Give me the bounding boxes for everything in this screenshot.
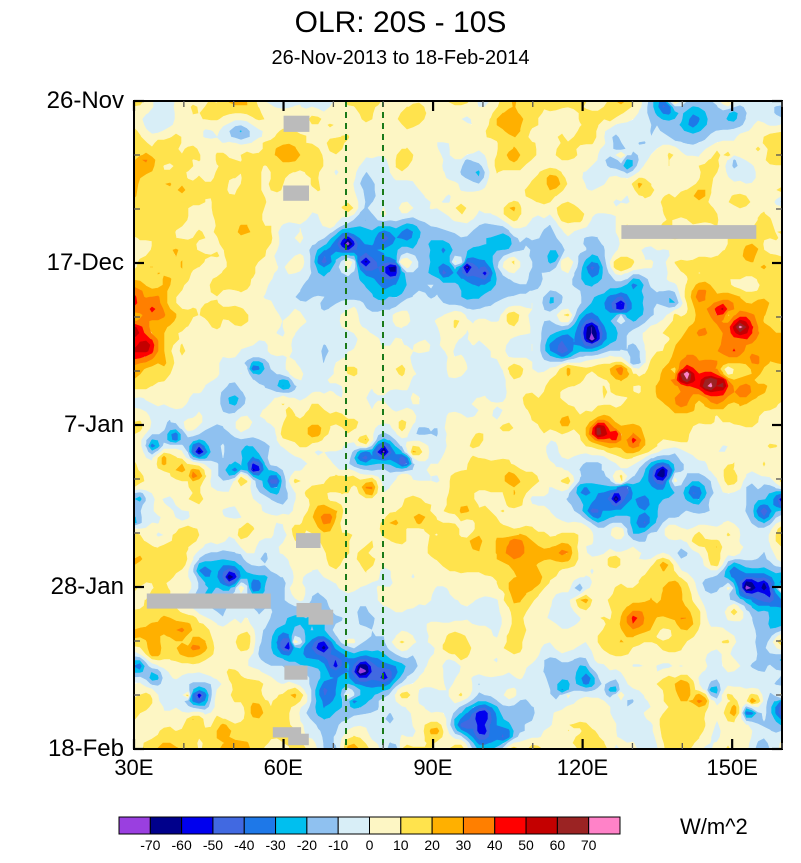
svg-text:W/m^2: W/m^2 bbox=[680, 814, 748, 839]
svg-text:-30: -30 bbox=[265, 837, 285, 853]
svg-text:20: 20 bbox=[424, 837, 440, 853]
svg-text:50: 50 bbox=[518, 837, 534, 853]
svg-text:30: 30 bbox=[456, 837, 472, 853]
svg-text:-20: -20 bbox=[297, 837, 317, 853]
svg-text:70: 70 bbox=[581, 837, 597, 853]
svg-text:40: 40 bbox=[487, 837, 503, 853]
svg-text:-70: -70 bbox=[140, 837, 160, 853]
svg-text:-40: -40 bbox=[234, 837, 254, 853]
svg-text:-60: -60 bbox=[172, 837, 192, 853]
svg-text:10: 10 bbox=[393, 837, 409, 853]
svg-text:-10: -10 bbox=[328, 837, 348, 853]
svg-text:-50: -50 bbox=[203, 837, 223, 853]
svg-text:0: 0 bbox=[366, 837, 374, 853]
svg-text:60: 60 bbox=[550, 837, 566, 853]
